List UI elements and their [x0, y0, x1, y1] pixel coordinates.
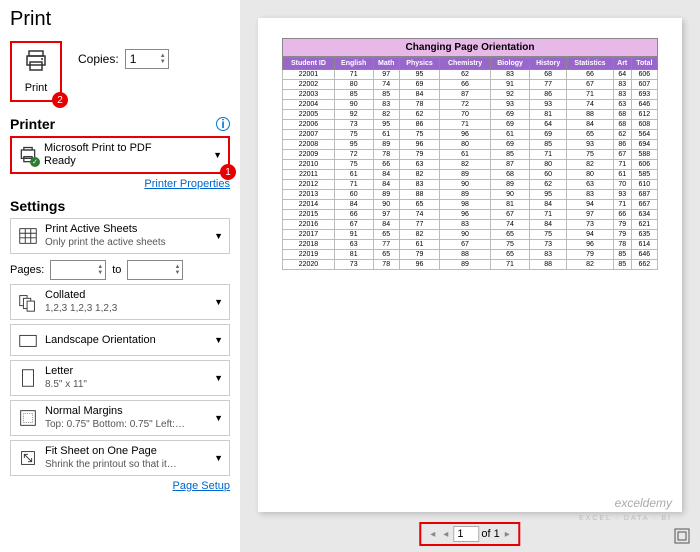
setting-margins-title: Normal Margins [45, 405, 208, 418]
pages-from-spinner[interactable]: ▲▼ [50, 260, 106, 280]
page-setup-link[interactable]: Page Setup [10, 480, 230, 492]
chevron-down-icon: ▼ [213, 150, 222, 160]
table-row: 220038585848792867183693 [283, 90, 658, 100]
printer-icon [22, 49, 50, 73]
print-button-label: Print [22, 82, 50, 94]
fit-icon [17, 447, 39, 469]
chevron-down-icon: ▼ [214, 231, 223, 241]
table-header: English [334, 58, 373, 70]
table-row: 220067395867169648468608 [283, 120, 658, 130]
table-row: 220156697749667719766634 [283, 210, 658, 220]
printer-device-icon: ✓ [18, 145, 38, 165]
copies-spinner[interactable]: 1 ▲▼ [125, 49, 169, 69]
setting-collate-title: Collated [45, 289, 208, 302]
setting-scale-title: Fit Sheet on One Page [45, 445, 208, 458]
table-header: Statistics [567, 58, 614, 70]
printer-select[interactable]: ✓ Microsoft Print to PDF Ready ▼ 1 [10, 136, 230, 174]
spinner-arrows[interactable]: ▲▼ [160, 53, 166, 65]
collate-icon [17, 291, 39, 313]
chevron-down-icon: ▼ [214, 335, 223, 345]
pages-to-spinner[interactable]: ▲▼ [127, 260, 183, 280]
settings-section-header: Settings [10, 198, 65, 214]
table-row: 220049083787293937463646 [283, 100, 658, 110]
table-row: 220179165829065759479635 [283, 230, 658, 240]
table-row: 220028074696691776783607 [283, 80, 658, 90]
setting-active-title: Print Active Sheets [45, 223, 208, 236]
printer-status: Ready [44, 155, 207, 168]
sheets-icon [17, 225, 39, 247]
copies-label: Copies: [78, 52, 119, 66]
setting-paper-title: Letter [45, 365, 208, 378]
print-preview-area: Changing Page Orientation Student IDEngl… [240, 0, 700, 552]
setting-orient-title: Landscape Orientation [45, 334, 208, 347]
table-header: History [530, 58, 567, 70]
setting-paper[interactable]: Letter8.5" x 11" ▼ [10, 360, 230, 396]
zoom-to-page-icon[interactable] [674, 528, 690, 544]
pages-to-label: to [112, 264, 121, 276]
table-row: 220107566638287808271606 [283, 160, 658, 170]
landscape-icon [17, 329, 39, 351]
table-header: Student ID [283, 58, 335, 70]
setting-paper-sub: 8.5" x 11" [45, 378, 208, 391]
table-row: 220097278796185717567588 [283, 150, 658, 160]
setting-orientation[interactable]: Landscape Orientation ▼ [10, 324, 230, 356]
table-row: 220077561759661696562564 [283, 130, 658, 140]
setting-collate[interactable]: Collated1,2,3 1,2,3 1,2,3 ▼ [10, 284, 230, 320]
preview-data-table: Student IDEnglishMathPhysicsChemistryBio… [282, 57, 658, 270]
chevron-down-icon: ▼ [214, 453, 223, 463]
table-row: 220198165798865837985646 [283, 250, 658, 260]
table-header: Total [631, 58, 657, 70]
pager-next-icon[interactable]: ▸ [502, 529, 513, 540]
copies-value: 1 [130, 52, 137, 66]
page-title: Print [10, 8, 230, 31]
pager-prev-icon[interactable]: ◂ [440, 529, 451, 540]
pager-first-icon[interactable]: ◂ [427, 529, 438, 540]
setting-print-active[interactable]: Print Active SheetsOnly print the active… [10, 218, 230, 254]
watermark: exceldemy [615, 496, 672, 510]
table-header: Physics [399, 58, 439, 70]
table-header: Biology [490, 58, 529, 70]
chevron-down-icon: ▼ [214, 373, 223, 383]
setting-scale-sub: Shrink the printout so that it… [45, 458, 208, 471]
table-header: Math [373, 58, 399, 70]
printer-section-header: Printer [10, 116, 55, 132]
setting-active-sub: Only print the active sheets [45, 236, 208, 249]
printer-properties-link[interactable]: Printer Properties [10, 178, 230, 190]
table-row: 220059282627069818868612 [283, 110, 658, 120]
margins-icon [17, 407, 39, 429]
table-header: Art [613, 58, 631, 70]
table-row: 220017197956283686664606 [283, 70, 658, 80]
watermark-sub: EXCEL · DATA · BI [579, 515, 672, 522]
setting-margins[interactable]: Normal MarginsTop: 0.75" Bottom: 0.75" L… [10, 400, 230, 436]
table-header: Chemistry [440, 58, 491, 70]
table-row: 220186377616775739678614 [283, 240, 658, 250]
table-row: 220089589968069859386694 [283, 140, 658, 150]
chevron-down-icon: ▼ [214, 297, 223, 307]
preview-table-title: Changing Page Orientation [282, 38, 658, 57]
chevron-down-icon: ▼ [214, 413, 223, 423]
printer-name: Microsoft Print to PDF [44, 142, 207, 155]
table-row: 220116184828968608061585 [283, 170, 658, 180]
table-row: 220207378968971888285662 [283, 260, 658, 270]
callout-marker-2: 2 [52, 92, 68, 108]
callout-marker-1: 1 [220, 164, 236, 180]
pager-current-input[interactable] [453, 526, 479, 542]
table-row: 220148490659881849471667 [283, 200, 658, 210]
pager: ◂ ◂ of 1 ▸ [419, 522, 520, 546]
pager-of-label: of 1 [481, 528, 499, 540]
table-row: 220166784778374847379621 [283, 220, 658, 230]
table-row: 220127184839089626370610 [283, 180, 658, 190]
pages-label: Pages: [10, 264, 44, 276]
paper-icon [17, 367, 39, 389]
setting-collate-sub: 1,2,3 1,2,3 1,2,3 [45, 302, 208, 315]
print-button[interactable]: Print 2 [10, 41, 62, 102]
table-row: 220136089888990958393687 [283, 190, 658, 200]
check-badge-icon: ✓ [30, 157, 40, 167]
setting-scale[interactable]: Fit Sheet on One PageShrink the printout… [10, 440, 230, 476]
setting-margins-sub: Top: 0.75" Bottom: 0.75" Left:… [45, 418, 208, 431]
info-icon[interactable]: i [216, 117, 230, 131]
preview-page: Changing Page Orientation Student IDEngl… [258, 18, 682, 512]
